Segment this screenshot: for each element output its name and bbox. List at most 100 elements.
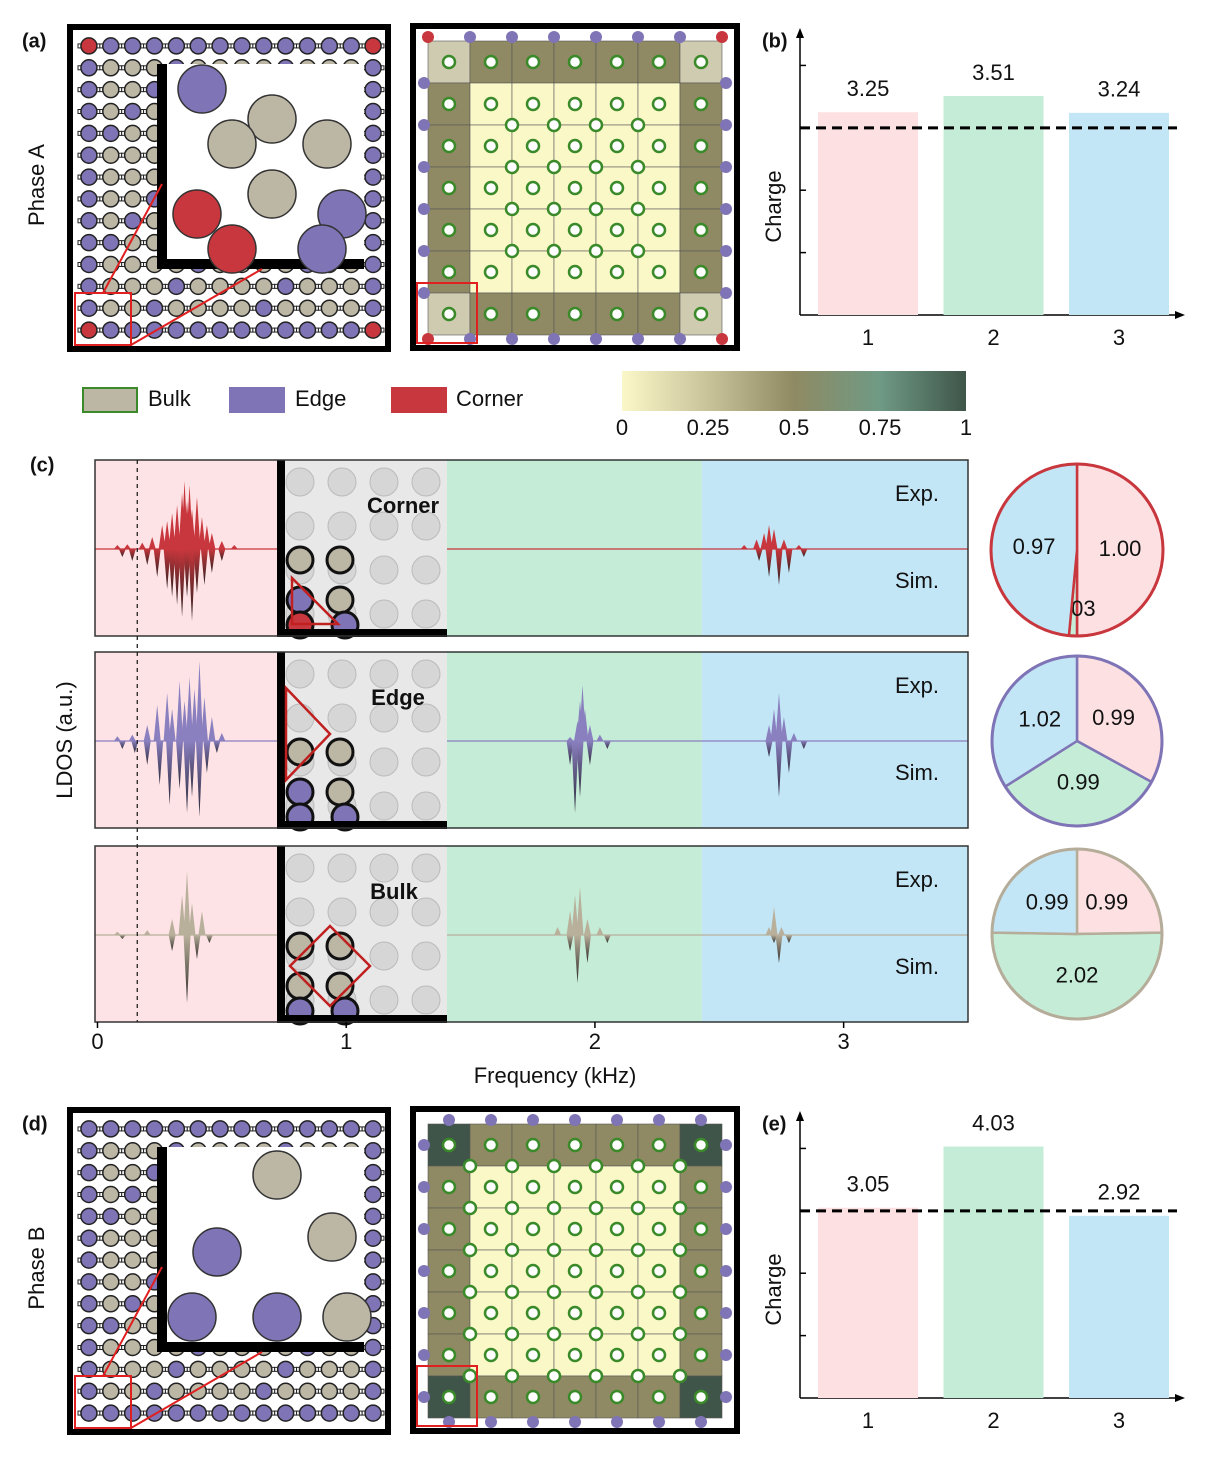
lattice-site xyxy=(320,299,339,317)
sim-peak xyxy=(208,549,216,573)
lattice-site xyxy=(102,1120,120,1138)
bulk-site xyxy=(483,1263,499,1279)
boundary-site xyxy=(422,31,434,43)
lattice-site xyxy=(145,277,164,296)
inset-ghost-site xyxy=(411,853,441,883)
y-axis-label: Charge xyxy=(761,170,786,242)
boundary-site xyxy=(695,1114,707,1126)
boundary-site xyxy=(720,161,732,173)
lattice-site xyxy=(255,299,273,317)
lattice-site xyxy=(364,1163,382,1182)
lattice-site xyxy=(80,1273,98,1291)
lattice-site xyxy=(298,1404,317,1422)
bulk-site xyxy=(567,1179,583,1195)
lattice-site xyxy=(211,321,229,339)
lattice-site xyxy=(233,1120,251,1138)
inset-ghost-site xyxy=(327,467,357,497)
bulk-site xyxy=(483,138,499,154)
lattice-site xyxy=(80,190,98,208)
lattice-site xyxy=(276,1360,295,1379)
bulk-site xyxy=(525,1221,541,1237)
inset-ghost-site xyxy=(285,703,315,733)
x-tick-label: 3 xyxy=(1113,1408,1125,1433)
lattice-site xyxy=(189,37,207,55)
lattice-site xyxy=(320,277,339,296)
lattice-site xyxy=(102,1273,120,1291)
x-tick-label: 2 xyxy=(589,1029,601,1054)
legend-swatch xyxy=(82,387,138,413)
sim-peak xyxy=(785,549,793,573)
bulk-site xyxy=(483,264,499,280)
plot-frame xyxy=(94,651,969,829)
bulk-site xyxy=(672,1158,688,1174)
bar xyxy=(818,1207,918,1398)
sim-peak xyxy=(178,549,186,617)
x-axis-label: Frequency (kHz) xyxy=(474,1063,637,1088)
bulk-site xyxy=(525,1263,541,1279)
inset-site xyxy=(207,119,257,169)
inset-site xyxy=(307,1212,357,1262)
bulk-site xyxy=(672,1326,688,1342)
sim-label: Sim. xyxy=(895,760,939,785)
exp-peak xyxy=(168,709,176,741)
inset-site xyxy=(207,224,257,274)
inset-site xyxy=(285,737,315,767)
exp-peak xyxy=(765,725,773,741)
boundary-site xyxy=(653,1114,665,1126)
lattice-site xyxy=(276,1404,295,1422)
sim-peak xyxy=(603,935,611,943)
lattice-site xyxy=(80,1360,98,1379)
bulk-site xyxy=(630,1284,646,1300)
lattice-site xyxy=(102,80,120,99)
lattice-site xyxy=(80,168,98,186)
exp-peak xyxy=(596,734,604,741)
lattice-site xyxy=(364,168,382,186)
lattice-site xyxy=(80,1404,98,1422)
inset-site xyxy=(247,169,297,219)
exp-peak xyxy=(753,539,761,549)
inset-highlight xyxy=(284,684,332,784)
lattice-site xyxy=(364,1273,382,1291)
boundary-site xyxy=(418,1139,430,1151)
boundary-site xyxy=(653,1416,665,1428)
sim-peak xyxy=(765,741,773,757)
bulk-site xyxy=(504,243,520,259)
lattice-site xyxy=(123,255,142,274)
lattice-site xyxy=(364,1404,382,1422)
bulk-site xyxy=(693,1179,709,1195)
inset-site xyxy=(247,94,297,144)
zoom-line xyxy=(102,183,163,294)
exp-peak xyxy=(765,525,773,549)
exp-peak xyxy=(158,525,166,549)
lattice-site xyxy=(80,102,98,121)
boundary-site xyxy=(464,31,476,43)
boundary-site xyxy=(716,31,728,43)
exp-peak xyxy=(113,545,121,549)
sim-peak xyxy=(566,741,574,765)
bulk-site xyxy=(693,264,709,280)
bulk-site xyxy=(567,1137,583,1153)
zoom-line xyxy=(102,1266,163,1377)
bulk-site xyxy=(483,1347,499,1363)
bulk-site xyxy=(567,264,583,280)
inset-ghost-site xyxy=(285,897,315,927)
lattice-site xyxy=(298,299,317,317)
inset-ghost-site xyxy=(369,599,399,629)
inset-site xyxy=(172,189,222,239)
lattice-site xyxy=(364,1338,382,1357)
boundary-site xyxy=(720,1349,732,1361)
lattice-site xyxy=(255,277,273,296)
sim-peak xyxy=(166,741,174,805)
lattice-site xyxy=(102,277,120,296)
lattice-site xyxy=(276,1382,295,1400)
lattice-site xyxy=(255,1404,273,1422)
lattice-site xyxy=(145,37,164,55)
lattice-site xyxy=(80,1185,98,1204)
bulk-site xyxy=(693,180,709,196)
lattice-site xyxy=(80,233,98,252)
lattice-site xyxy=(167,321,186,339)
bulk-site xyxy=(609,1221,625,1237)
bulk-site xyxy=(630,159,646,175)
x-tick-label: 2 xyxy=(987,325,999,350)
exp-peak xyxy=(230,545,238,549)
